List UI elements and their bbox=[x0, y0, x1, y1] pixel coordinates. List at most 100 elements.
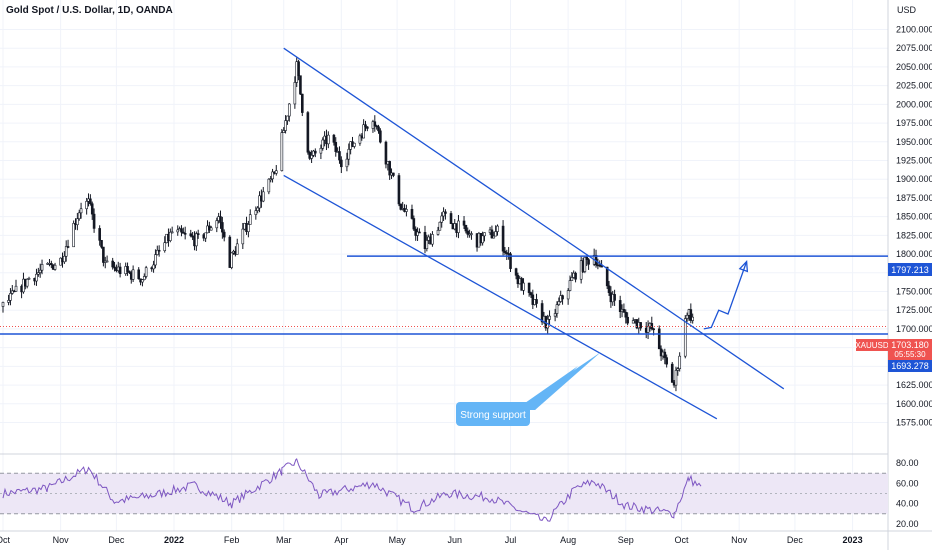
candle-down bbox=[219, 216, 222, 223]
channel-upper-line[interactable] bbox=[283, 47, 785, 390]
candle-down bbox=[157, 249, 161, 252]
candle-up bbox=[195, 233, 198, 247]
candle-up bbox=[204, 232, 207, 239]
price-tick-label: 1725.000 bbox=[896, 305, 932, 315]
projection-path[interactable] bbox=[703, 261, 748, 330]
price-tick-label: 1700.000 bbox=[896, 324, 932, 334]
price-tick-label: 1575.000 bbox=[896, 418, 932, 428]
price-tick-label: 2000.000 bbox=[896, 99, 932, 109]
candle-up bbox=[63, 255, 66, 263]
candle-up bbox=[267, 178, 271, 193]
candle-up bbox=[141, 279, 144, 283]
candle-down bbox=[299, 75, 302, 95]
candle-up bbox=[269, 178, 272, 181]
candle-up bbox=[230, 252, 233, 268]
candle-up bbox=[405, 208, 408, 212]
candle-down bbox=[66, 246, 70, 248]
time-tick-label: Jun bbox=[447, 535, 462, 545]
candle-down bbox=[102, 246, 105, 263]
candle-down bbox=[111, 260, 114, 268]
candle-up bbox=[691, 316, 694, 321]
price-tick-label: 1850.000 bbox=[896, 212, 932, 222]
candle-up bbox=[72, 223, 75, 248]
rsi-axis[interactable]: 80.00 60.00 40.00 20.00 bbox=[896, 458, 919, 529]
candle-down bbox=[113, 266, 116, 269]
candle-down bbox=[490, 229, 494, 239]
time-axis[interactable]: Oct Nov Dec 2022 Feb Mar Apr May Jun Jul Aug Sep Oct… bbox=[0, 535, 863, 545]
currency-label: USD bbox=[897, 5, 917, 15]
candle-up bbox=[131, 269, 135, 280]
candle-down bbox=[377, 126, 380, 132]
candle-up bbox=[347, 148, 351, 160]
candle-up bbox=[144, 267, 148, 277]
candle-up bbox=[570, 277, 574, 281]
channel-lower-line[interactable] bbox=[283, 174, 718, 420]
candle-up bbox=[163, 242, 167, 251]
last-price-badge: 1703.180 05:55:30 bbox=[888, 339, 932, 360]
candle-up bbox=[674, 370, 678, 386]
strong-support-callout[interactable]: Strong support bbox=[456, 352, 601, 426]
candle-up bbox=[557, 301, 561, 305]
candle-down bbox=[183, 233, 187, 235]
candle-up bbox=[280, 132, 284, 171]
candle-down bbox=[418, 231, 421, 234]
time-tick-label: Aug bbox=[560, 535, 576, 545]
candle-down bbox=[189, 233, 193, 237]
candle-up bbox=[155, 249, 159, 255]
candle-up bbox=[436, 229, 440, 235]
candle-down bbox=[639, 322, 642, 329]
candle-up bbox=[287, 103, 291, 117]
candle-up bbox=[481, 235, 484, 244]
candle-down bbox=[338, 151, 341, 161]
candle-up bbox=[583, 256, 587, 272]
candle-up bbox=[483, 232, 486, 237]
candle-up bbox=[319, 147, 323, 154]
candle-up bbox=[358, 135, 362, 144]
candle-up bbox=[425, 240, 429, 249]
callout-label: Strong support bbox=[460, 410, 526, 421]
candle-down bbox=[306, 112, 310, 153]
candle-up bbox=[676, 368, 680, 371]
price-axis[interactable]: 2100.000 2075.000 2050.000 2025.000 2000.000… bbox=[896, 24, 932, 427]
price-tick-label: 2025.000 bbox=[896, 81, 932, 91]
candle-down bbox=[464, 224, 468, 232]
time-tick-label: May bbox=[389, 535, 407, 545]
candle-down bbox=[514, 268, 518, 276]
candle-down bbox=[137, 269, 141, 280]
candle-down bbox=[410, 208, 414, 219]
candle-up bbox=[261, 191, 265, 202]
candle-up bbox=[568, 280, 572, 291]
price-tick-label: 2100.000 bbox=[896, 24, 932, 34]
candle-up bbox=[321, 139, 325, 149]
candle-down bbox=[366, 126, 369, 129]
candle-up bbox=[14, 285, 18, 292]
resistance-badge: 1797.213 bbox=[888, 263, 932, 276]
candle-down bbox=[626, 316, 629, 324]
price-tick-label: 1625.000 bbox=[896, 380, 932, 390]
candle-down bbox=[90, 203, 94, 215]
candle-up bbox=[345, 158, 349, 168]
candle-down bbox=[126, 266, 129, 272]
time-tick-label: Dec bbox=[108, 535, 125, 545]
candle-up bbox=[77, 212, 81, 220]
last-price-value: 1703.180 bbox=[891, 340, 929, 350]
candle-down bbox=[529, 292, 533, 296]
candle-down bbox=[624, 311, 628, 318]
rsi-tick-label: 60.00 bbox=[896, 478, 919, 488]
candle-up bbox=[27, 277, 31, 280]
candle-down bbox=[332, 134, 336, 143]
price-tick-label: 1925.000 bbox=[896, 155, 932, 165]
candle-up bbox=[470, 233, 473, 235]
candle-up bbox=[284, 120, 287, 131]
candle-down bbox=[89, 198, 92, 205]
candle-up bbox=[442, 211, 445, 217]
candle-down bbox=[182, 231, 185, 234]
candle-up bbox=[678, 355, 681, 370]
candle-down bbox=[527, 282, 531, 293]
candle-down bbox=[412, 218, 416, 230]
price-tick-label: 1975.000 bbox=[896, 118, 932, 128]
candle-down bbox=[300, 93, 304, 113]
candle-down bbox=[180, 228, 183, 233]
candle-up bbox=[646, 326, 650, 333]
